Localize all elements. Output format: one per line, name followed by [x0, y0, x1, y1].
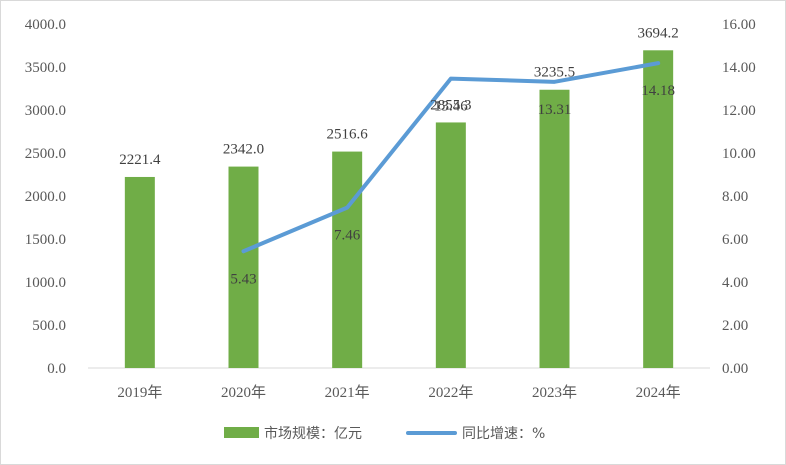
x-tick-label: 2023年 — [532, 384, 577, 401]
y-right-tick-label: 12.00 — [722, 103, 756, 119]
bar-value-label: 2516.6 — [327, 127, 369, 143]
legend-bar-label: 市场规模：亿元 — [264, 425, 362, 442]
axes-layer: 0.0 500.0 1000.0 1500.0 2000.0 2500.0 3000.0 35… — [25, 17, 756, 401]
x-tick-label: 2022年 — [428, 384, 473, 401]
bar — [228, 166, 259, 368]
y-right-tick-label: 8.00 — [722, 189, 748, 205]
growth-line — [241, 61, 661, 254]
x-tick-label: 2024年 — [636, 384, 681, 401]
data-labels: 2221.4 2342.0 2516.6 2855.3 3235.5 3694.2 5.43… — [119, 25, 679, 287]
line-value-label: 13.31 — [538, 102, 572, 118]
bar-value-label: 2342.0 — [223, 142, 264, 158]
line-series — [241, 61, 661, 254]
y-left-tick-label: 3000.0 — [25, 103, 66, 119]
x-tick-label: 2019年 — [117, 384, 162, 401]
bar-value-label: 3235.5 — [534, 65, 575, 81]
y-right-tick-label: 4.00 — [722, 275, 748, 291]
bar — [643, 50, 674, 369]
line-value-label: 13.46 — [434, 99, 468, 115]
legend-bar-swatch — [224, 427, 259, 438]
y-right-tick-label: 16.00 — [722, 17, 756, 33]
x-tick-label: 2020年 — [221, 384, 266, 401]
y-left-tick-label: 2500.0 — [25, 146, 66, 162]
y-left-tick-label: 0.0 — [47, 361, 66, 377]
y-left-tick-label: 4000.0 — [25, 17, 66, 33]
y-left-tick-label: 1000.0 — [25, 275, 66, 291]
line-value-label: 14.18 — [641, 83, 675, 99]
x-tick-label: 2021年 — [325, 384, 370, 401]
bar — [124, 176, 155, 368]
bar — [332, 151, 363, 368]
legend-line-label: 同比增速：% — [462, 426, 545, 442]
y-left-tick-label: 1500.0 — [25, 232, 66, 248]
y-left-tick-label: 2000.0 — [25, 189, 66, 205]
y-right-tick-label: 6.00 — [722, 232, 748, 248]
bar-value-label: 2221.4 — [119, 152, 161, 168]
bar-value-label: 2855.3 — [430, 97, 471, 113]
y-right-tick-label: 2.00 — [722, 318, 748, 334]
y-right-tick-label: 0.00 — [722, 361, 748, 377]
y-left-tick-label: 500.0 — [32, 318, 66, 334]
bar-value-label: 3694.2 — [638, 25, 679, 41]
y-right-tick-label: 14.00 — [722, 60, 756, 76]
y-left-tick-label: 3500.0 — [25, 60, 66, 76]
line-value-label: 5.43 — [230, 271, 256, 287]
bar — [435, 122, 466, 368]
y-right-tick-label: 10.00 — [722, 146, 756, 162]
line-value-label: 7.46 — [334, 228, 361, 244]
bar-series — [124, 50, 674, 369]
bar — [539, 89, 570, 368]
legend: 市场规模：亿元 同比增速：% — [224, 425, 545, 442]
